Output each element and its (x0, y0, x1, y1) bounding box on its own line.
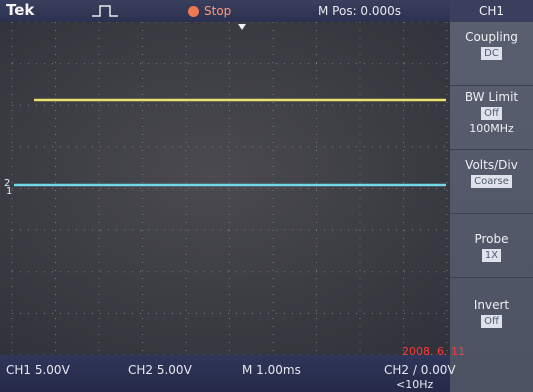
ch1-scale: CH1 5.00V (6, 363, 70, 377)
graticule: 2 1 (0, 0, 450, 392)
trigger-frequency: <10Hz (396, 378, 433, 391)
trigger-position-marker (238, 24, 246, 30)
menu-label: BW Limit (450, 90, 533, 104)
readout-bar: CH1 5.00V CH2 5.00V M 1.00ms 2008. 6. 11… (0, 355, 450, 392)
date-stamp: 2008. 6. 11 (402, 345, 465, 358)
menu-label: Coupling (450, 30, 533, 44)
channel-marker: 1 (6, 186, 12, 197)
menu-title: CH1 (450, 0, 533, 22)
oscilloscope-screen: 2 1 Tek Stop M Pos: 0.000s CH1 Coupling … (0, 0, 533, 392)
menu-label: Probe (450, 232, 533, 246)
menu-item[interactable]: Invert Off (450, 278, 533, 342)
menu-value: Off (481, 107, 502, 120)
horizontal-position: M Pos: 0.000s (318, 4, 401, 18)
body: 2 1 Tek Stop M Pos: 0.000s CH1 Coupling … (0, 0, 533, 392)
menu-value: 1X (482, 249, 501, 262)
trigger-icon (88, 0, 128, 22)
menu-note: 100MHz (450, 122, 533, 135)
menu-item[interactable]: Volts/Div Coarse (450, 150, 533, 214)
menu-item[interactable]: Probe 1X (450, 214, 533, 278)
menu-value: Coarse (471, 175, 512, 188)
time-scale: M 1.00ms (242, 363, 301, 377)
trigger-setting: CH2 / 0.00V (384, 363, 456, 377)
acquisition-status: Stop (204, 4, 231, 18)
ch2-scale: CH2 5.00V (128, 363, 192, 377)
menu-value: Off (481, 315, 502, 328)
status-bar: Tek Stop M Pos: 0.000s (0, 0, 450, 22)
brand: Tek (6, 1, 34, 19)
page: Oscilloscope screen html, body { margin:… (0, 0, 533, 392)
side-menu: CH1 Coupling DC BW Limit Off 100MHz Volt… (450, 0, 533, 392)
menu-label: Invert (450, 298, 533, 312)
menu-value: DC (481, 47, 502, 60)
menu-item[interactable]: BW Limit Off 100MHz (450, 86, 533, 150)
menu-item[interactable]: Coupling DC (450, 22, 533, 86)
status-indicator (188, 6, 199, 17)
menu-label: Volts/Div (450, 158, 533, 172)
